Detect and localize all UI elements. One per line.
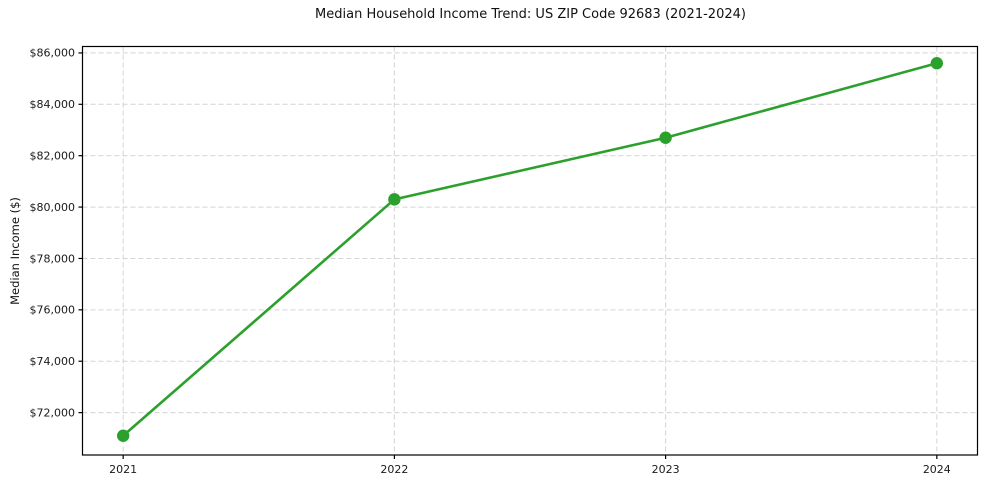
data-point-marker xyxy=(388,193,401,206)
y-tick-label: $80,000 xyxy=(30,201,76,214)
y-tick-label: $74,000 xyxy=(30,355,76,368)
x-tick-label: 2022 xyxy=(380,463,408,476)
y-tick-label: $86,000 xyxy=(30,47,76,60)
y-tick-label: $78,000 xyxy=(30,252,76,265)
data-point-marker xyxy=(930,56,944,70)
x-tick-label: 2021 xyxy=(109,463,137,476)
y-tick-label: $82,000 xyxy=(30,149,76,162)
data-point-marker xyxy=(659,131,672,144)
data-point-marker xyxy=(116,429,130,442)
chart-title: Median Household Income Trend: US ZIP Co… xyxy=(315,7,746,22)
y-tick-label: $84,000 xyxy=(30,98,76,111)
y-tick-label: $76,000 xyxy=(30,304,76,317)
plot-border xyxy=(81,45,979,456)
x-tick-label: 2023 xyxy=(652,463,680,476)
income-trend-line xyxy=(121,61,939,438)
x-tick-label: 2024 xyxy=(923,463,951,476)
y-tick-label: $72,000 xyxy=(30,406,76,419)
